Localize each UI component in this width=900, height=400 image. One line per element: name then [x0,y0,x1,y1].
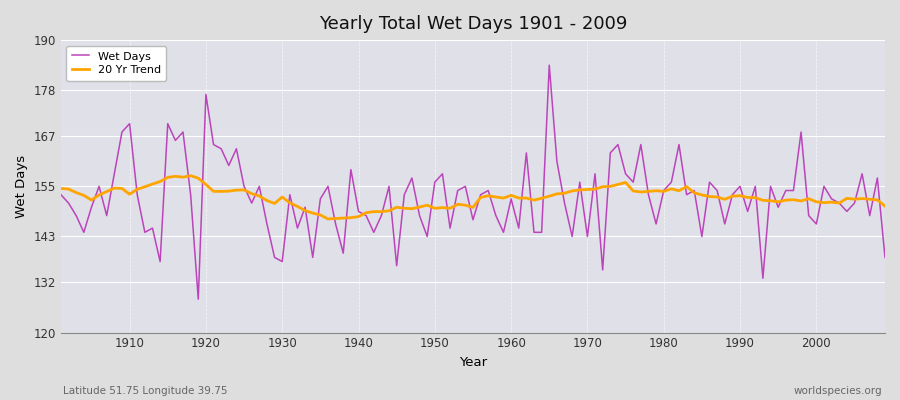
20 Yr Trend [521,196,532,200]
Wet Days [879,255,890,260]
Wet Days [193,297,203,302]
Wet Days [338,251,348,256]
Wet Days [56,192,67,197]
Legend: Wet Days, 20 Yr Trend: Wet Days, 20 Yr Trend [67,46,166,81]
Wet Days [117,130,128,134]
Line: 20 Yr Trend: 20 Yr Trend [61,176,885,219]
Wet Days [544,63,554,68]
20 Yr Trend [292,204,303,209]
Title: Yearly Total Wet Days 1901 - 2009: Yearly Total Wet Days 1901 - 2009 [319,15,627,33]
20 Yr Trend [513,196,524,200]
20 Yr Trend [879,204,890,208]
20 Yr Trend [185,173,196,178]
20 Yr Trend [346,215,356,220]
20 Yr Trend [56,186,67,191]
20 Yr Trend [117,186,128,191]
20 Yr Trend [322,216,333,221]
Y-axis label: Wet Days: Wet Days [15,155,28,218]
Wet Days [613,142,624,147]
X-axis label: Year: Year [459,356,487,369]
20 Yr Trend [613,182,624,187]
Wet Days [506,196,517,201]
Wet Days [513,226,524,230]
Text: worldspecies.org: worldspecies.org [794,386,882,396]
Text: Latitude 51.75 Longitude 39.75: Latitude 51.75 Longitude 39.75 [63,386,228,396]
Wet Days [292,226,303,230]
Line: Wet Days: Wet Days [61,65,885,299]
